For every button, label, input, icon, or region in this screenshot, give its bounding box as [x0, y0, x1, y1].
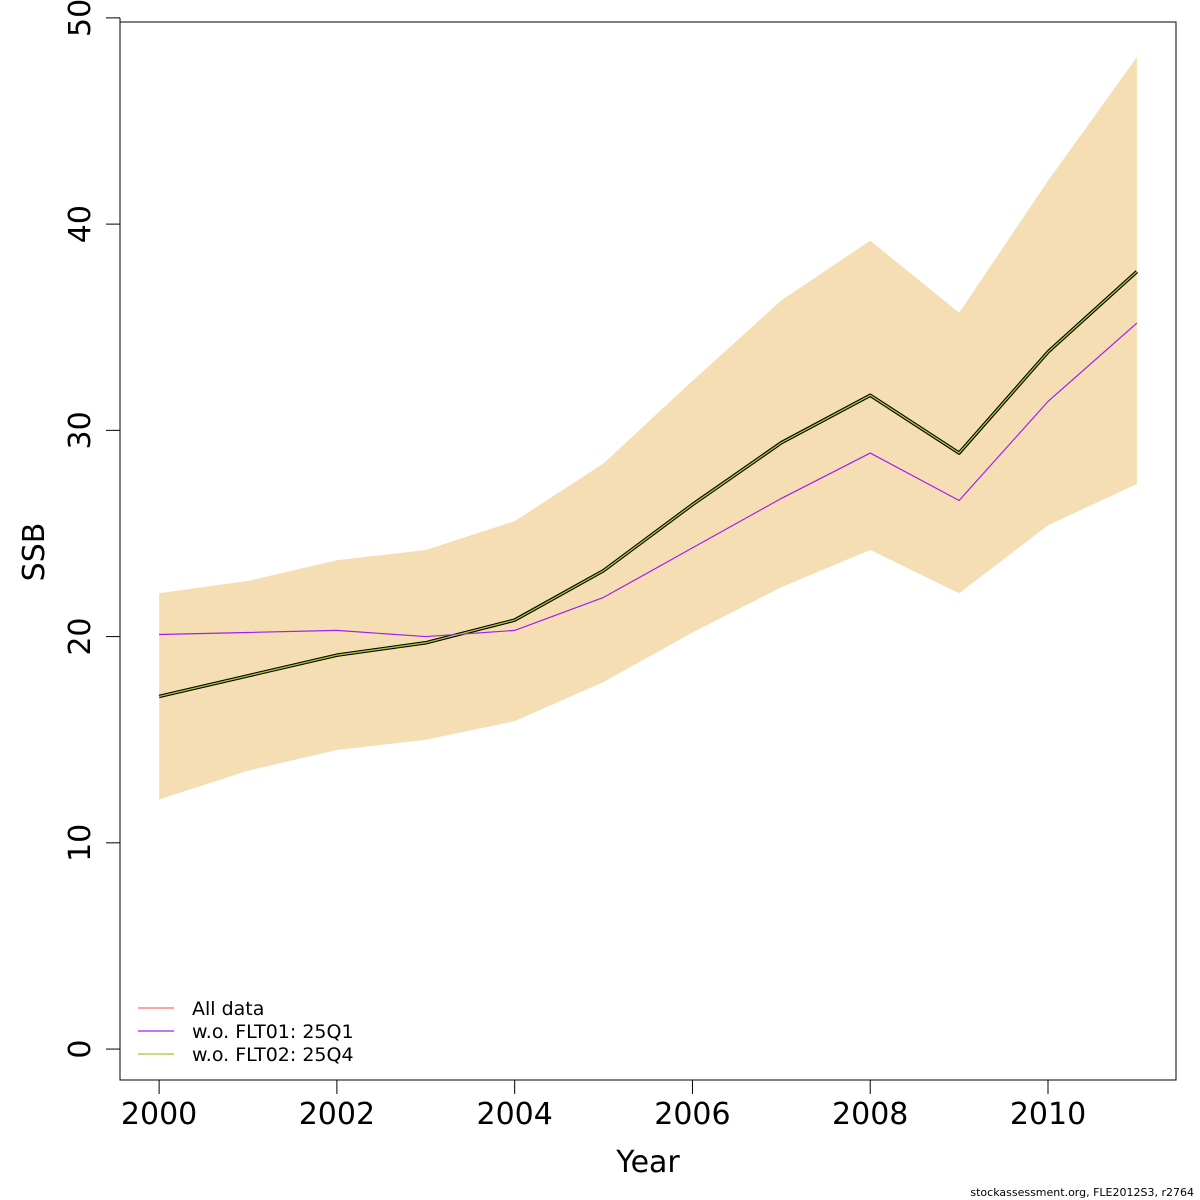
legend-label-1: All data — [192, 998, 264, 1020]
series-lines-layer — [158, 270, 1139, 699]
confidence-band — [159, 57, 1137, 800]
y-tick-label: 10 — [63, 824, 98, 862]
x-tick-label: 2006 — [654, 1097, 730, 1132]
confidence-band-layer — [159, 57, 1137, 800]
legend-label-3: w.o. FLT02: 25Q4 — [192, 1044, 354, 1066]
x-axis-title: Year — [615, 1145, 680, 1180]
x-tick-label: 2010 — [1010, 1097, 1086, 1132]
y-tick-label: 40 — [63, 205, 98, 243]
footer-credit: stockassessment.org, FLE2012S3, r2764 — [970, 1186, 1194, 1199]
series-line-2 — [159, 322, 1138, 638]
x-tick-label: 2004 — [476, 1097, 552, 1132]
y-axis: 0 10 20 30 40 50 — [63, 0, 121, 1059]
x-tick-label: 2000 — [121, 1097, 197, 1132]
x-axis: 2000 2002 2004 2006 2008 2010 — [121, 1079, 1086, 1132]
x-tick-label: 2002 — [299, 1097, 375, 1132]
y-tick-label: 0 — [63, 1040, 98, 1059]
y-tick-label: 30 — [63, 411, 98, 449]
y-tick-label: 20 — [63, 617, 98, 655]
legend-label-2: w.o. FLT01: 25Q1 — [192, 1021, 354, 1043]
y-axis-title: SSB — [17, 523, 52, 582]
series-line-3 — [158, 271, 1138, 697]
y-tick-label: 50 — [63, 0, 98, 37]
x-tick-label: 2008 — [832, 1097, 908, 1132]
